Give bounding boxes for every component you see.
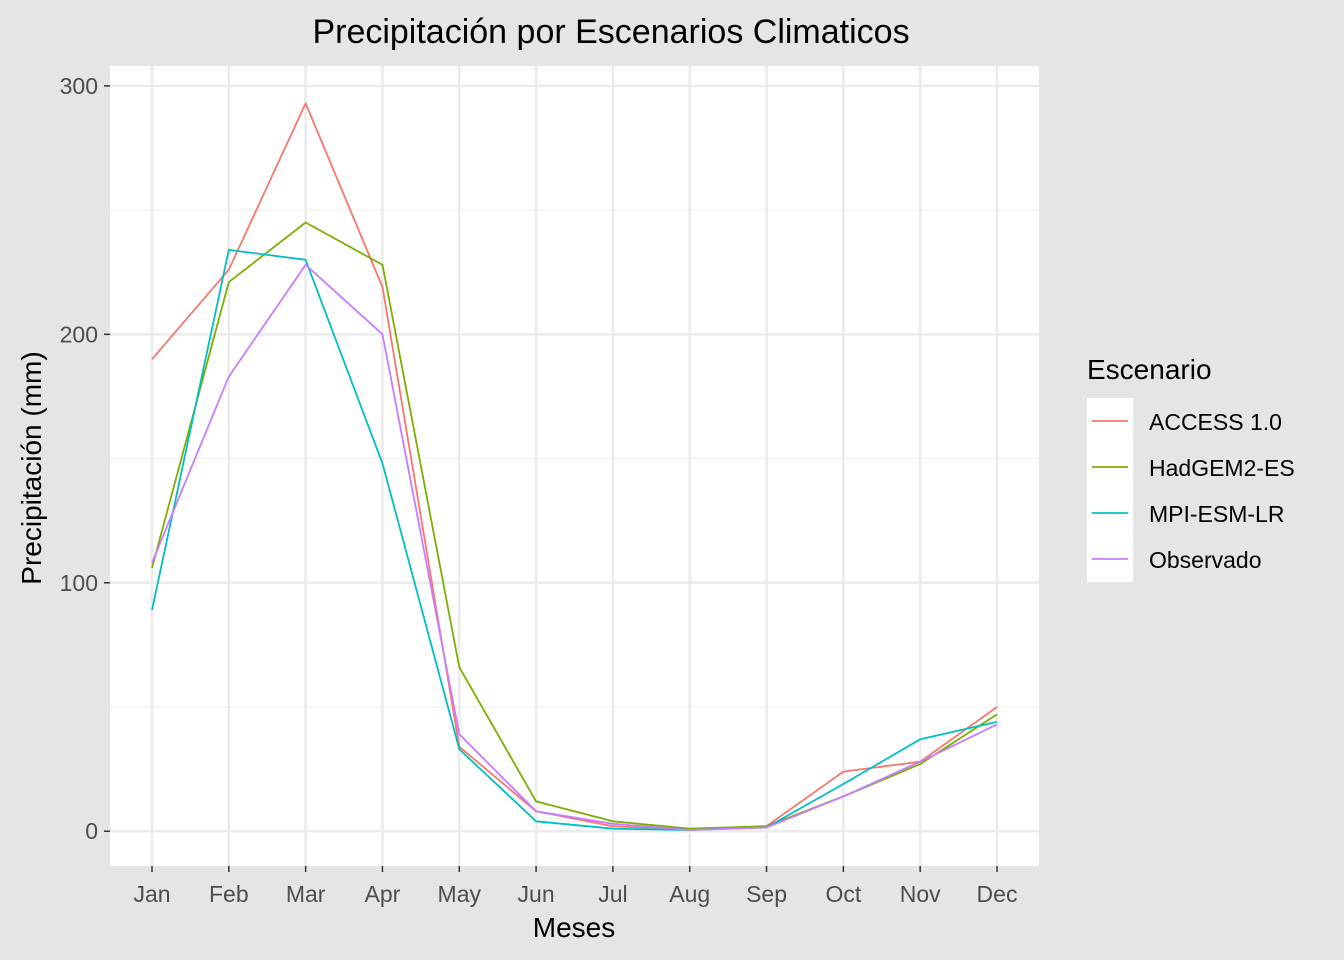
legend-label: ACCESS 1.0 bbox=[1149, 409, 1282, 435]
x-tick-label: Feb bbox=[209, 881, 249, 907]
x-tick-label: Oct bbox=[825, 881, 861, 907]
plot-panel bbox=[110, 66, 1039, 866]
legend-label: MPI-ESM-LR bbox=[1149, 501, 1284, 527]
x-tick-label: Nov bbox=[900, 881, 941, 907]
y-axis: 0 100 200 300 bbox=[60, 73, 110, 844]
legend: Escenario ACCESS 1.0 HadGEM2-ES MPI-ESM-LR… bbox=[1087, 354, 1295, 582]
x-tick-label: Mar bbox=[286, 881, 326, 907]
series-lines bbox=[151, 102, 998, 831]
x-tick-label: Jan bbox=[133, 881, 170, 907]
x-tick-label: Jul bbox=[598, 881, 627, 907]
legend-key-background bbox=[1087, 398, 1133, 582]
y-tick-label: 100 bbox=[60, 570, 98, 596]
x-tick-label: May bbox=[438, 881, 482, 907]
x-tick-label: Apr bbox=[365, 881, 401, 907]
legend-title: Escenario bbox=[1087, 354, 1212, 385]
series-line-mpi-esm-lr bbox=[151, 248, 998, 831]
x-tick-label: Dec bbox=[977, 881, 1018, 907]
x-tick-label: Sep bbox=[746, 881, 787, 907]
x-axis: Jan Feb Mar Apr May Jun Jul Aug Sep Oct Nov Dec bbox=[133, 866, 1017, 907]
y-axis-title: Precipitación (mm) bbox=[16, 351, 47, 584]
x-axis-title: Meses bbox=[533, 912, 615, 943]
x-tick-label: Aug bbox=[669, 881, 710, 907]
y-tick-label: 200 bbox=[60, 321, 98, 347]
legend-label: HadGEM2-ES bbox=[1149, 455, 1295, 481]
y-tick-label: 0 bbox=[85, 818, 98, 844]
series-line-access-1-0 bbox=[151, 102, 998, 831]
series-line-observado bbox=[151, 263, 998, 831]
chart-title: Precipitación por Escenarios Climaticos bbox=[312, 13, 909, 51]
x-tick-label: Jun bbox=[518, 881, 555, 907]
legend-label: Observado bbox=[1149, 547, 1262, 573]
y-tick-label: 300 bbox=[60, 73, 98, 99]
